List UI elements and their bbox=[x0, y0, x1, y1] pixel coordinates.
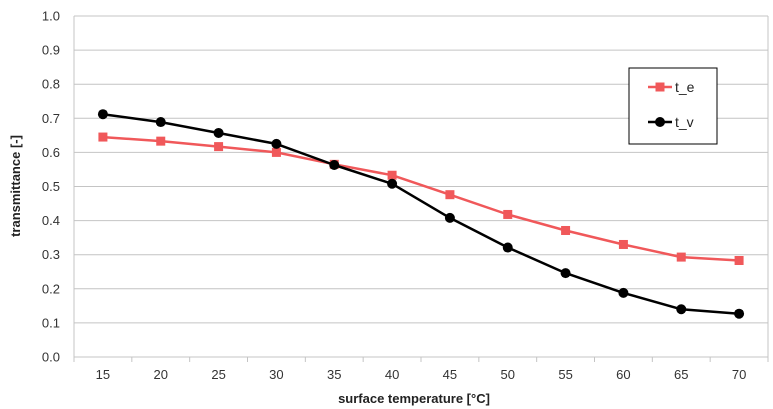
y-tick-label: 0.4 bbox=[42, 213, 60, 228]
x-tick-label: 70 bbox=[732, 367, 746, 382]
y-axis-ticks: 0.0 0.1 0.2 0.3 0.4 0.5 0.6 0.7 0.8 0.9 1.0 bbox=[42, 9, 60, 365]
y-tick-label: 0.6 bbox=[42, 145, 60, 160]
data-point-t_v bbox=[213, 127, 224, 138]
x-tick-label: 65 bbox=[674, 367, 688, 382]
data-point-t_e bbox=[618, 239, 628, 249]
data-point-t_e bbox=[271, 147, 281, 157]
series-line-t_v bbox=[102, 112, 740, 315]
data-point-t_v bbox=[329, 160, 340, 171]
legend-marker-t_e bbox=[655, 82, 665, 92]
y-tick-label: 0.8 bbox=[42, 77, 60, 92]
series-layer bbox=[97, 109, 745, 319]
data-point-t_v bbox=[155, 117, 166, 128]
y-tick-label: 0.2 bbox=[42, 281, 60, 296]
data-point-t_e bbox=[734, 255, 744, 265]
legend-label: t_e bbox=[675, 79, 695, 95]
data-point-t_e bbox=[387, 170, 397, 180]
data-point-t_e bbox=[214, 142, 224, 152]
x-tick-label: 20 bbox=[154, 367, 168, 382]
data-point-t_v bbox=[271, 138, 282, 149]
y-tick-label: 0.7 bbox=[42, 111, 60, 126]
data-point-t_e bbox=[98, 132, 108, 142]
data-point-t_v bbox=[502, 242, 513, 253]
y-tick-label: 1.0 bbox=[42, 9, 60, 24]
data-point-t_v bbox=[387, 178, 398, 189]
gridlines bbox=[73, 15, 769, 358]
legend: t_e t_v bbox=[628, 67, 718, 145]
x-tick-label: 60 bbox=[616, 367, 630, 382]
x-axis-label: surface temperature [°C] bbox=[338, 391, 490, 406]
data-point-t_e bbox=[445, 190, 455, 200]
data-point-t_e bbox=[676, 252, 686, 262]
x-tick-label: 45 bbox=[443, 367, 457, 382]
series-line-t_e bbox=[102, 135, 740, 262]
data-point-t_e bbox=[503, 209, 513, 219]
y-tick-label: 0.1 bbox=[42, 315, 60, 330]
x-tick-label: 30 bbox=[269, 367, 283, 382]
y-tick-label: 0.5 bbox=[42, 179, 60, 194]
data-point-t_e bbox=[561, 225, 571, 235]
data-point-t_v bbox=[97, 109, 108, 120]
y-tick-label: 0.9 bbox=[42, 43, 60, 58]
y-axis-label: transmittance [-] bbox=[8, 135, 23, 237]
data-point-t_v bbox=[444, 212, 455, 223]
x-tick-label: 55 bbox=[558, 367, 572, 382]
x-tick-label: 25 bbox=[211, 367, 225, 382]
data-point-t_e bbox=[156, 136, 166, 146]
x-tick-label: 40 bbox=[385, 367, 399, 382]
x-axis-ticks: 15 20 25 30 35 40 45 50 55 60 65 70 bbox=[73, 357, 769, 382]
legend-box bbox=[628, 67, 718, 145]
y-tick-label: 0.3 bbox=[42, 247, 60, 262]
y-tick-label: 0.0 bbox=[42, 350, 60, 365]
legend-label: t_v bbox=[675, 114, 694, 130]
x-tick-label: 50 bbox=[501, 367, 515, 382]
data-point-t_v bbox=[560, 268, 571, 279]
data-point-t_v bbox=[618, 287, 629, 298]
data-point-t_v bbox=[676, 304, 687, 315]
x-tick-label: 35 bbox=[327, 367, 341, 382]
x-tick-label: 15 bbox=[96, 367, 110, 382]
legend-marker-t_v bbox=[655, 117, 665, 127]
data-point-t_v bbox=[734, 308, 745, 319]
